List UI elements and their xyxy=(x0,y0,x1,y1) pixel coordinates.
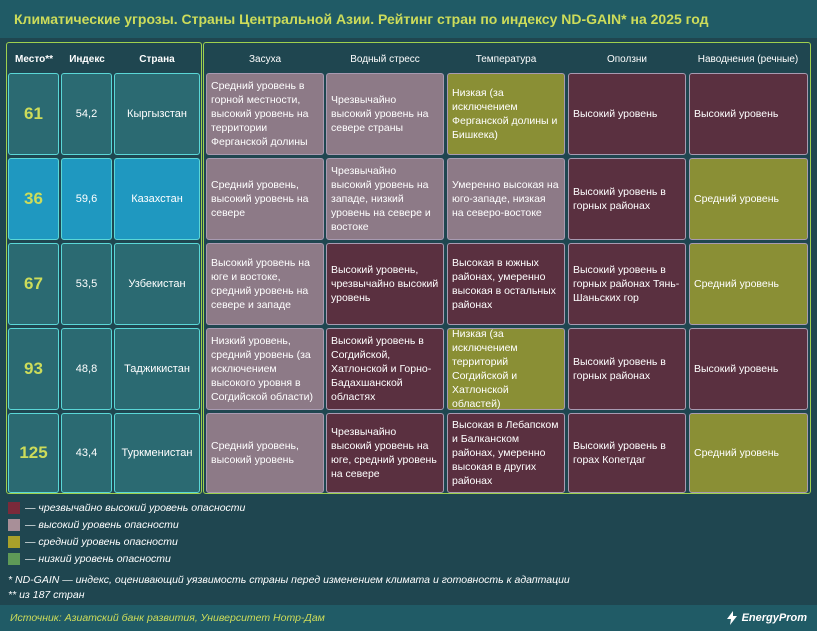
floods-cell: Средний уровень xyxy=(689,243,808,325)
country-name: Таджикистан xyxy=(114,328,200,410)
legend-label: — средний уровень опасности xyxy=(25,536,178,548)
index-value: 59,6 xyxy=(61,158,112,240)
place-value: 125 xyxy=(8,413,59,493)
legend-item-medium: — средний уровень опасности xyxy=(8,536,178,548)
header-index: Индекс xyxy=(69,53,105,65)
drought-cell: Средний уровень, высокий уровень xyxy=(206,413,324,493)
legend-swatch xyxy=(8,519,20,531)
legend-item-high: — высокий уровень опасности xyxy=(8,519,179,531)
legend-label: — чрезвычайно высокий уровень опасности xyxy=(25,502,246,514)
water-stress-cell: Высокий уровень, чрезвычайно высокий уро… xyxy=(326,243,444,325)
index-value: 48,8 xyxy=(61,328,112,410)
legend-swatch xyxy=(8,553,20,565)
index-value: 53,5 xyxy=(61,243,112,325)
index-value: 54,2 xyxy=(61,73,112,155)
legend-label: — низкий уровень опасности xyxy=(25,553,171,565)
header-landslides: Оползни xyxy=(606,53,648,65)
landslides-cell: Высокий уровень в горных районах xyxy=(568,158,686,240)
source-line: Источник: Азиатский банк развития, Униве… xyxy=(0,605,817,631)
floods-cell: Высокий уровень xyxy=(689,328,808,410)
floods-cell: Средний уровень xyxy=(689,413,808,493)
temperature-cell: Высокая в Лебапском и Балканском районах… xyxy=(447,413,565,493)
brand-logo: EnergyProm xyxy=(725,609,807,627)
floods-cell: Высокий уровень xyxy=(689,73,808,155)
water-stress-cell: Высокий уровень в Согдийской, Хатлонской… xyxy=(326,328,444,410)
country-name: Кыргызстан xyxy=(114,73,200,155)
legend-label: — высокий уровень опасности xyxy=(25,519,179,531)
header-temperature: Температура xyxy=(475,53,537,65)
water-stress-cell: Чрезвычайно высокий уровень на западе, н… xyxy=(326,158,444,240)
drought-cell: Средний уровень в горной местности, высо… xyxy=(206,73,324,155)
footnote-index: * ND-GAIN — индекс, оценивающий уязвимос… xyxy=(8,574,570,586)
temperature-cell: Низкая (за исключением территорий Согдий… xyxy=(447,328,565,410)
country-name: Казахстан xyxy=(114,158,200,240)
water-stress-cell: Чрезвычайно высокий уровень на юге, сред… xyxy=(326,413,444,493)
legend-swatch xyxy=(8,536,20,548)
country-name: Узбекистан xyxy=(114,243,200,325)
temperature-cell: Умеренно высокая на юго-западе, низкая н… xyxy=(447,158,565,240)
header-country: Страна xyxy=(139,53,175,65)
place-value: 61 xyxy=(8,73,59,155)
brand-name: EnergyProm xyxy=(741,612,807,624)
temperature-cell: Высокая в южных районах, умеренно высока… xyxy=(447,243,565,325)
footnote-place: ** из 187 стран xyxy=(8,589,85,601)
temperature-cell: Низкая (за исключением Ферганской долины… xyxy=(447,73,565,155)
page-title: Климатические угрозы. Страны Центральной… xyxy=(0,0,817,38)
header-floods: Наводнения (речные) xyxy=(697,53,799,65)
landslides-cell: Высокий уровень xyxy=(568,73,686,155)
legend-item-low: — низкий уровень опасности xyxy=(8,553,171,565)
threats-frame xyxy=(203,42,811,494)
place-value: 93 xyxy=(8,328,59,410)
landslides-cell: Высокий уровень в горах Копетдаг xyxy=(568,413,686,493)
index-value: 43,4 xyxy=(61,413,112,493)
landslides-cell: Высокий уровень в горных районах Тянь-Ша… xyxy=(568,243,686,325)
drought-cell: Низкий уровень, средний уровень (за искл… xyxy=(206,328,324,410)
ranking-frame xyxy=(6,42,202,494)
header-place: Место** xyxy=(15,53,53,65)
place-value: 67 xyxy=(8,243,59,325)
header-drought: Засуха xyxy=(248,53,282,65)
bolt-icon xyxy=(726,611,737,625)
landslides-cell: Высокий уровень в горных районах xyxy=(568,328,686,410)
place-value: 36 xyxy=(8,158,59,240)
water-stress-cell: Чрезвычайно высокий уровень на севере ст… xyxy=(326,73,444,155)
drought-cell: Средний уровень, высокий уровень на севе… xyxy=(206,158,324,240)
drought-cell: Высокий уровень на юге и востоке, средни… xyxy=(206,243,324,325)
country-name: Туркменистан xyxy=(114,413,200,493)
floods-cell: Средний уровень xyxy=(689,158,808,240)
legend-swatch xyxy=(8,502,20,514)
legend-item-very-high: — чрезвычайно высокий уровень опасности xyxy=(8,502,245,514)
header-water-stress: Водный стресс xyxy=(350,53,420,65)
